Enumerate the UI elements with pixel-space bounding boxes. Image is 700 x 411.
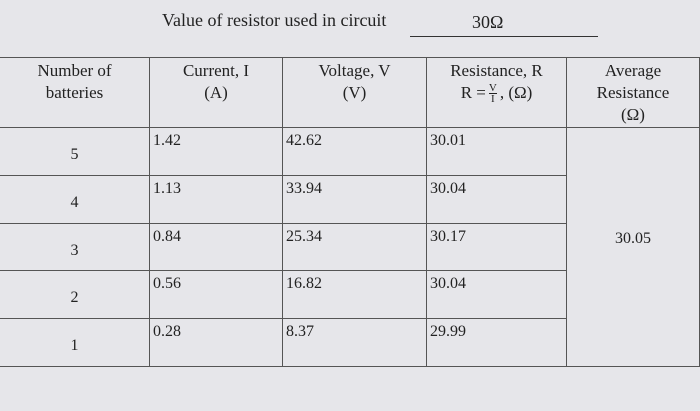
cell-value: 25.34: [286, 227, 322, 245]
average-cell: 30.05: [567, 128, 700, 367]
header-text: Resistance: [596, 83, 670, 102]
table-cell: 30.01: [427, 128, 567, 176]
header-text: (V): [342, 83, 367, 102]
cell-value: 1: [70, 337, 79, 355]
formula: R = V I, (Ω): [427, 82, 566, 104]
cell-value: 0.56: [153, 275, 181, 293]
table-cell: 0.28: [150, 319, 283, 367]
header-cell: Current, I (A): [150, 58, 283, 128]
cell-value: 2: [70, 289, 79, 307]
cell-value: 30.01: [430, 132, 466, 149]
cell-value: 5: [70, 146, 79, 163]
header-cell: Number of batteries: [0, 58, 150, 128]
cell-value: 42.62: [286, 132, 322, 149]
table-cell: 30.04: [427, 271, 567, 320]
table-cell: 29.99: [427, 319, 567, 367]
table-cell: 1.13: [150, 175, 283, 224]
table: Number of batteries Current, I (A) Voltage, …: [0, 57, 700, 367]
table-cell: 42.62: [283, 128, 427, 176]
header-text: Current, I: [182, 61, 250, 80]
cell-value: 1.42: [153, 132, 181, 149]
table-cell: 8.37: [283, 319, 427, 367]
table-cell: 33.94: [283, 175, 427, 224]
header-text: Resistance, R: [450, 61, 543, 80]
cell-value: 16.82: [286, 275, 322, 293]
cell-value: 3: [70, 241, 79, 259]
cell-value: 30.04: [430, 275, 466, 293]
table-cell: 30.04: [427, 175, 567, 224]
table-cell: 0.84: [150, 223, 283, 272]
average-value: 30.05: [615, 230, 651, 247]
header-text: (Ω): [621, 105, 645, 124]
header-cell: Average Resistance (Ω): [567, 58, 700, 128]
table-cell: 1.42: [150, 128, 283, 176]
header-text: Average: [604, 61, 662, 80]
formula-lhs: R =: [460, 83, 486, 102]
cell-value: 29.99: [430, 323, 466, 341]
underline: [410, 36, 598, 37]
cell-value: 30.04: [430, 179, 466, 197]
header-cell: Voltage, V (V): [283, 58, 427, 128]
table-cell: 1: [0, 319, 150, 367]
table-cell: 0.56: [150, 271, 283, 320]
table-cell: 4: [0, 175, 150, 224]
cell-value: 8.37: [286, 323, 314, 341]
cell-value: 0.28: [153, 323, 181, 341]
numerator: V: [488, 81, 497, 94]
header-text: Number of: [37, 61, 112, 80]
header-text: Voltage, V: [318, 61, 391, 80]
cell-value: 30.17: [430, 227, 466, 245]
header-label: Value of resistor used in circuit: [162, 10, 387, 30]
cell-value: 1.13: [153, 179, 181, 197]
header-value: 30Ω: [472, 12, 504, 32]
table-cell: 3: [0, 223, 150, 272]
cell-value: 33.94: [286, 179, 322, 197]
header-text: batteries: [45, 83, 104, 102]
table-cell: 5: [0, 128, 150, 176]
formula-unit: , (Ω): [499, 83, 533, 102]
denominator: I: [491, 92, 495, 105]
cell-value: 4: [70, 193, 79, 211]
table-cell: 16.82: [283, 271, 427, 320]
table-cell: 25.34: [283, 223, 427, 272]
table-cell: 2: [0, 271, 150, 320]
cell-value: 0.84: [153, 227, 181, 245]
table-cell: 30.17: [427, 223, 567, 272]
header-text: (A): [204, 83, 228, 102]
